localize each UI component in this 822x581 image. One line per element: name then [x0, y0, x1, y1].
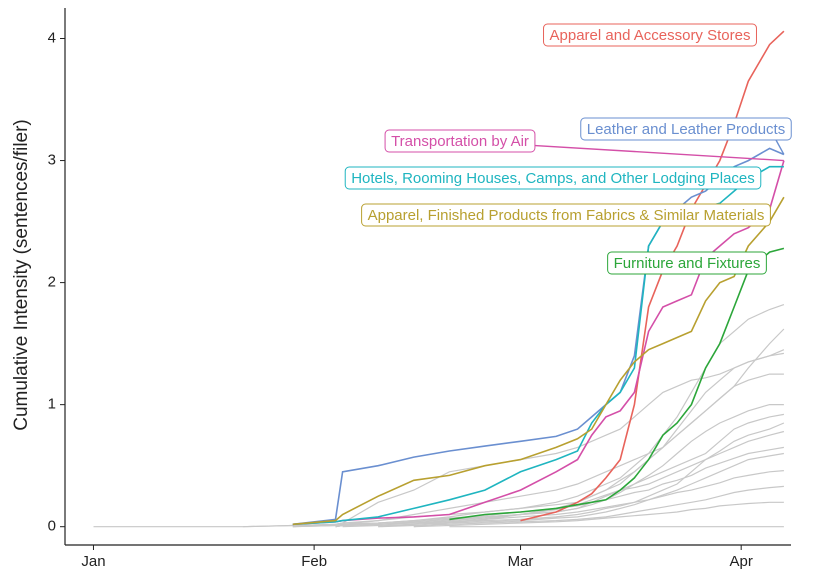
series-label: Leather and Leather Products [587, 121, 785, 138]
y-tick-label: 3 [48, 152, 56, 169]
label-box [543, 23, 757, 47]
series-line [520, 30, 785, 522]
label-box [580, 117, 792, 141]
y-tick-label: 2 [48, 274, 56, 291]
label-box [607, 251, 767, 275]
background-line [378, 485, 784, 528]
y-axis-title: Cumulative Intensity (sentences/filer) [11, 119, 32, 431]
y-tick-label: 0 [48, 518, 56, 535]
background-line [413, 501, 784, 528]
label-box [344, 166, 762, 190]
background-line [93, 304, 785, 528]
background-line [292, 373, 784, 528]
series-line [292, 196, 785, 526]
x-tick-label: Jan [81, 553, 105, 570]
series-label: Furniture and Fixtures [614, 255, 761, 272]
x-tick-label: Apr [730, 553, 753, 570]
series-label: Apparel, Finished Products from Fabrics … [368, 207, 765, 224]
label-box [361, 203, 771, 227]
background-line [335, 404, 784, 528]
series-line [292, 160, 785, 526]
series-line [292, 165, 784, 526]
background-line [413, 328, 785, 528]
x-tick-label: Mar [508, 553, 534, 570]
background-line [342, 452, 784, 528]
background-line [292, 446, 784, 528]
series-label: Hotels, Rooming Houses, Camps, and Other… [351, 170, 755, 187]
background-line [378, 422, 785, 528]
series-label: Transportation by Air [391, 133, 529, 150]
label-box [384, 129, 536, 153]
y-tick-label: 1 [48, 396, 56, 413]
x-tick-label: Feb [301, 553, 327, 570]
y-tick-label: 4 [48, 29, 56, 46]
series-line [449, 247, 785, 521]
background-line [292, 352, 784, 528]
series-label: Apparel and Accessory Stores [550, 27, 751, 44]
